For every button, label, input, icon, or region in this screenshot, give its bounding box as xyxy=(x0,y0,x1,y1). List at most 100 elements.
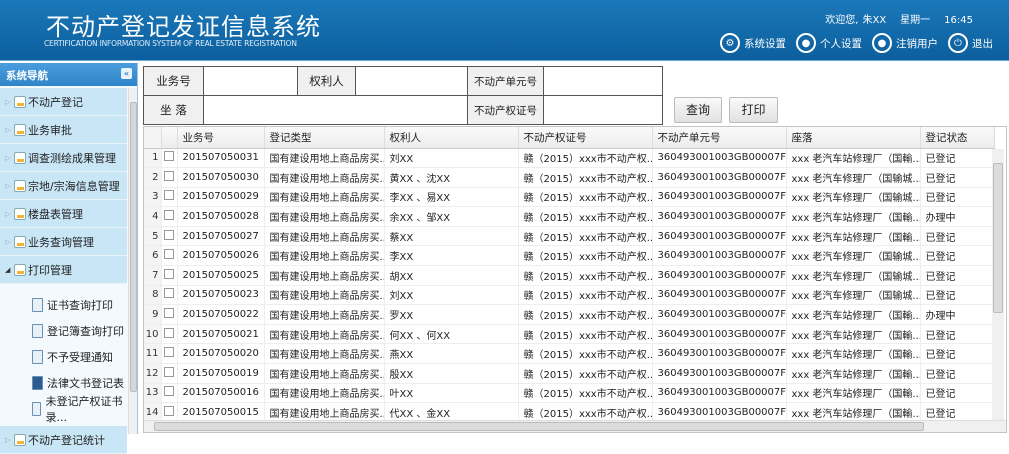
column-header[interactable]: 不动产权证号 xyxy=(518,127,653,149)
checkbox-cell xyxy=(161,265,178,286)
table-row[interactable]: 9 201507050022 国有建设用地上商品房买... 罗XX 赣（2015）xxx… xyxy=(144,304,995,325)
table-row[interactable]: 1 201507050031 国有建设用地上商品房买... 刘XX 赣（2015）xxx… xyxy=(144,148,995,169)
row-checkbox[interactable] xyxy=(163,190,174,201)
column-header[interactable]: 权利人 xyxy=(384,127,519,149)
cell-5: xxx 老汽车修理厂（国输城... xyxy=(786,245,921,267)
row-checkbox[interactable] xyxy=(163,210,174,221)
unit-no-input[interactable] xyxy=(544,67,662,95)
table-row[interactable]: 5 201507050027 国有建设用地上商品房买... 蔡XX 赣（2015）xxx… xyxy=(144,226,995,247)
table-row[interactable]: 10 201507050021 国有建设用地上商品房买... 何XX 、何XX 赣（20… xyxy=(144,324,995,345)
query-button[interactable]: 查询 xyxy=(674,97,722,123)
sidebar-subitem[interactable]: 未登记产权证书录... xyxy=(0,395,127,424)
sidebar-subitem[interactable]: 登记簿查询打印 xyxy=(0,318,127,344)
cell-2: 刘XX xyxy=(384,148,519,169)
document-icon xyxy=(14,263,26,276)
table-row[interactable]: 6 201507050026 国有建设用地上商品房买... 李XX 赣（2015）xxx… xyxy=(144,245,995,267)
table-row[interactable]: 12 201507050019 国有建设用地上商品房买... 殷XX 赣（2015）xx… xyxy=(144,363,995,384)
cell-3: 赣（2015）xxx市不动产权... xyxy=(518,363,653,384)
horizontal-scrollbar[interactable] xyxy=(144,420,1006,432)
column-header[interactable]: 登记状态 xyxy=(920,127,995,149)
row-checkbox[interactable] xyxy=(163,308,174,319)
cell-6: 已登记 xyxy=(920,285,995,306)
table-row[interactable]: 8 201507050023 国有建设用地上商品房买... 刘XX 赣（2015）xxx… xyxy=(144,285,995,306)
sidebar-header: 系统导航 « xyxy=(0,63,137,86)
power-icon: ⏻ xyxy=(948,33,968,53)
cell-3: 赣（2015）xxx市不动产权... xyxy=(518,324,653,345)
certificate-icon xyxy=(32,324,43,338)
checkbox-cell xyxy=(161,343,178,365)
row-checkbox[interactable] xyxy=(163,229,174,240)
table-row[interactable]: 7 201507050025 国有建设用地上商品房买... 胡XX 赣（2015）xxx… xyxy=(144,265,995,286)
print-button[interactable]: 打印 xyxy=(729,97,778,123)
chevron-down-icon: ◢ xyxy=(5,265,11,274)
table-row[interactable]: 3 201507050029 国有建设用地上商品房买... 李XX 、易XX 赣（201… xyxy=(144,187,995,208)
business-no-input[interactable] xyxy=(204,67,297,95)
user-icon: ● xyxy=(796,33,816,53)
sidebar-item[interactable]: ▷ 业务审批 xyxy=(0,116,127,144)
table-row[interactable]: 11 201507050020 国有建设用地上商品房买... 燕XX 赣（2015）xx… xyxy=(144,343,995,365)
sidebar-subitem[interactable]: 法律文书登记表 xyxy=(0,370,127,396)
collapse-icon[interactable]: « xyxy=(121,68,132,79)
row-checkbox[interactable] xyxy=(163,288,174,299)
scrollbar-thumb[interactable] xyxy=(154,422,924,431)
cell-6: 办理中 xyxy=(920,304,995,325)
sidebar-item[interactable]: ▷ 楼盘表管理 xyxy=(0,200,127,228)
sidebar-subitem[interactable]: 证书查询打印 xyxy=(0,292,127,318)
row-checkbox[interactable] xyxy=(163,406,174,417)
building-icon xyxy=(14,207,26,220)
welcome-bar: 欢迎您, 朱XX 星期一 16:45 xyxy=(821,11,973,26)
cell-6: 已登记 xyxy=(920,148,995,169)
cell-6: 已登记 xyxy=(920,324,995,345)
column-header[interactable]: 登记类型 xyxy=(264,127,385,149)
cell-4: 360493001003GB00007F00... xyxy=(652,285,787,306)
location-input[interactable] xyxy=(204,96,467,124)
right-holder-input[interactable] xyxy=(356,67,467,95)
certificate-icon xyxy=(32,298,43,312)
sidebar-item[interactable]: ◢ 打印管理 xyxy=(0,256,127,284)
sidebar-title: 系统导航 xyxy=(6,70,48,82)
exit-button[interactable]: ⏻ 退出 xyxy=(948,33,993,53)
row-checkbox[interactable] xyxy=(163,327,174,338)
table-row[interactable]: 2 201507050030 国有建设用地上商品房买... 黄XX 、沈XX 赣（201… xyxy=(144,167,995,188)
sidebar-item[interactable]: ▷ 不动产登记 xyxy=(0,88,127,116)
cell-6: 已登记 xyxy=(920,187,995,208)
document-icon xyxy=(14,151,26,164)
row-checkbox[interactable] xyxy=(163,386,174,397)
system-settings-button[interactable]: ⚙ 系统设置 xyxy=(720,33,786,53)
sidebar-item-label: 不动产登记 xyxy=(28,95,83,109)
logout-user-button[interactable]: ● 注销用户 xyxy=(872,33,938,53)
row-checkbox[interactable] xyxy=(163,151,174,162)
row-checkbox[interactable] xyxy=(163,170,174,181)
column-header[interactable]: 不动产单元号 xyxy=(652,127,787,149)
row-number: 11 xyxy=(144,343,162,365)
cell-0: 201507050028 xyxy=(177,206,265,227)
table-row[interactable]: 4 201507050028 国有建设用地上商品房买... 余XX 、邹XX 赣（201… xyxy=(144,206,995,227)
row-checkbox[interactable] xyxy=(163,347,174,358)
row-checkbox[interactable] xyxy=(163,366,174,377)
row-number: 3 xyxy=(144,187,162,208)
table-row[interactable]: 13 201507050016 国有建设用地上商品房买... 叶XX 赣（2015）xx… xyxy=(144,383,995,404)
sidebar-subitem[interactable]: 不予受理通知 xyxy=(0,344,127,370)
scrollbar-thumb[interactable] xyxy=(130,102,137,392)
row-checkbox[interactable] xyxy=(163,268,174,279)
cell-6: 已登记 xyxy=(920,226,995,247)
column-header[interactable]: 座落 xyxy=(786,127,921,149)
row-checkbox[interactable] xyxy=(163,249,174,260)
sidebar-scrollbar[interactable] xyxy=(128,88,137,434)
sidebar-item[interactable]: ▷ 宗地/宗海信息管理 xyxy=(0,172,127,200)
certificate-no-input[interactable] xyxy=(544,96,662,124)
scrollbar-thumb[interactable] xyxy=(993,163,1003,313)
checkbox-cell xyxy=(161,324,178,345)
cell-0: 201507050016 xyxy=(177,383,265,404)
cell-1: 国有建设用地上商品房买... xyxy=(264,226,385,247)
sidebar-item[interactable]: ▷ 业务查询管理 xyxy=(0,228,127,256)
cell-1: 国有建设用地上商品房买... xyxy=(264,383,385,404)
personal-settings-button[interactable]: ● 个人设置 xyxy=(796,33,862,53)
sidebar-item[interactable]: ▷ 不动产登记统计 xyxy=(0,426,127,454)
vertical-scrollbar[interactable] xyxy=(992,149,1004,421)
welcome-text: 欢迎您, xyxy=(825,15,859,26)
search-form: 业务号 权利人 不动产单元号 坐 落 不动产权证号 xyxy=(143,66,663,125)
sidebar-item[interactable]: ▷ 调查测绘成果管理 xyxy=(0,144,127,172)
cell-2: 蔡XX xyxy=(384,226,519,247)
column-header[interactable]: 业务号 xyxy=(177,127,265,149)
